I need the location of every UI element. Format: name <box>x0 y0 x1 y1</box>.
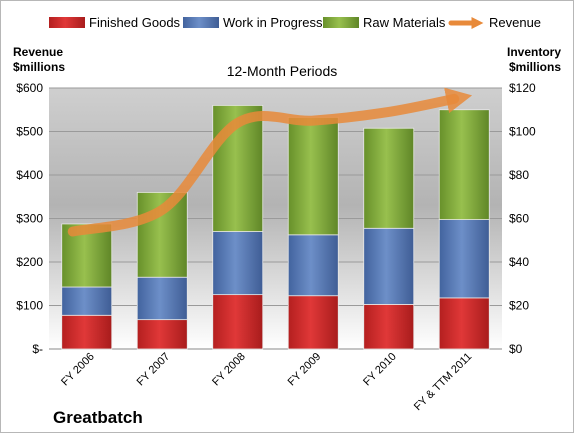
legend-label-revenue: Revenue <box>489 15 541 30</box>
right-tick-label: $40 <box>509 255 529 269</box>
bar-segment-raw-materials <box>287 116 339 236</box>
gridlines <box>49 87 502 350</box>
left-tick-label: $400 <box>16 168 43 182</box>
right-tick-label: $20 <box>509 299 529 313</box>
x-tick-label: FY 2006 <box>59 351 97 389</box>
legend-label-work-in-progress: Work in Progress <box>223 15 323 30</box>
left-tick-label: $200 <box>16 255 43 269</box>
right-tick-label: $60 <box>509 212 529 226</box>
left-tick-label: $- <box>32 342 43 356</box>
bar-segment-finished-goods <box>438 297 490 350</box>
left-tick-label: $500 <box>16 125 43 139</box>
left-axis-title-line2: $millions <box>13 60 65 74</box>
left-axis-title-line1: Revenue <box>13 45 63 59</box>
legend-swatch-raw-materials <box>323 17 359 28</box>
left-tick-label: $100 <box>16 299 43 313</box>
legend-item-work-in-progress: Work in Progress <box>183 15 323 30</box>
bar-segment-work-in-progress <box>287 234 339 297</box>
bar-stack <box>438 109 490 350</box>
bar-segment-raw-materials <box>363 127 415 229</box>
x-axis: FY 2006 FY 2007 FY 2008 FY 2009 FY 2010 FY & … <box>59 351 474 414</box>
right-tick-label: $80 <box>509 168 529 182</box>
bar-stack <box>136 191 188 350</box>
bar-stack <box>61 223 113 350</box>
x-tick-label: FY & TTM 2011 <box>412 351 475 414</box>
legend-item-finished-goods: Finished Goods <box>49 15 181 30</box>
bar-segment-finished-goods <box>287 295 339 350</box>
legend-label-raw-materials: Raw Materials <box>363 15 446 30</box>
right-tick-label: $100 <box>509 125 536 139</box>
legend-item-revenue: Revenue <box>448 15 541 30</box>
right-axis: $0 $20 $40 $60 $80 $100 $120 <box>509 81 536 356</box>
bar-segment-work-in-progress <box>136 276 188 321</box>
right-axis-title-line2: $millions <box>509 60 561 74</box>
left-axis: $- $100 $200 $300 $400 $500 $600 <box>16 81 43 356</box>
bar-segment-finished-goods <box>363 304 415 350</box>
chart-title: 12-Month Periods <box>227 63 338 79</box>
left-tick-label: $300 <box>16 212 43 226</box>
right-axis-title-line1: Inventory <box>507 45 561 59</box>
x-tick-label: FY 2010 <box>361 351 399 389</box>
x-tick-label: FY 2007 <box>135 351 173 389</box>
legend-swatch-work-in-progress <box>183 17 219 28</box>
company-name: Greatbatch <box>53 408 143 427</box>
bar-segment-raw-materials <box>438 109 490 220</box>
revenue-line-group <box>67 87 473 237</box>
right-tick-label: $120 <box>509 81 536 95</box>
bar-segment-work-in-progress <box>438 219 490 299</box>
left-tick-label: $600 <box>16 81 43 95</box>
legend-swatch-finished-goods <box>49 17 85 28</box>
legend-item-raw-materials: Raw Materials <box>323 15 446 30</box>
bar-segment-finished-goods <box>212 294 264 350</box>
bar-segment-finished-goods <box>61 314 113 350</box>
bar-segment-finished-goods <box>136 319 188 350</box>
bar-stack <box>363 127 415 350</box>
right-tick-label: $0 <box>509 342 523 356</box>
x-tick-label: FY 2009 <box>286 351 324 389</box>
bar-segment-work-in-progress <box>212 231 264 296</box>
bar-segment-work-in-progress <box>61 286 113 316</box>
bar-segment-work-in-progress <box>363 227 415 305</box>
legend: Finished Goods Work in Progress Raw Mate… <box>49 15 541 30</box>
legend-label-finished-goods: Finished Goods <box>89 15 181 30</box>
x-tick-label: FY 2008 <box>210 351 248 389</box>
revenue-line <box>67 87 473 237</box>
bar-stack <box>287 116 339 350</box>
